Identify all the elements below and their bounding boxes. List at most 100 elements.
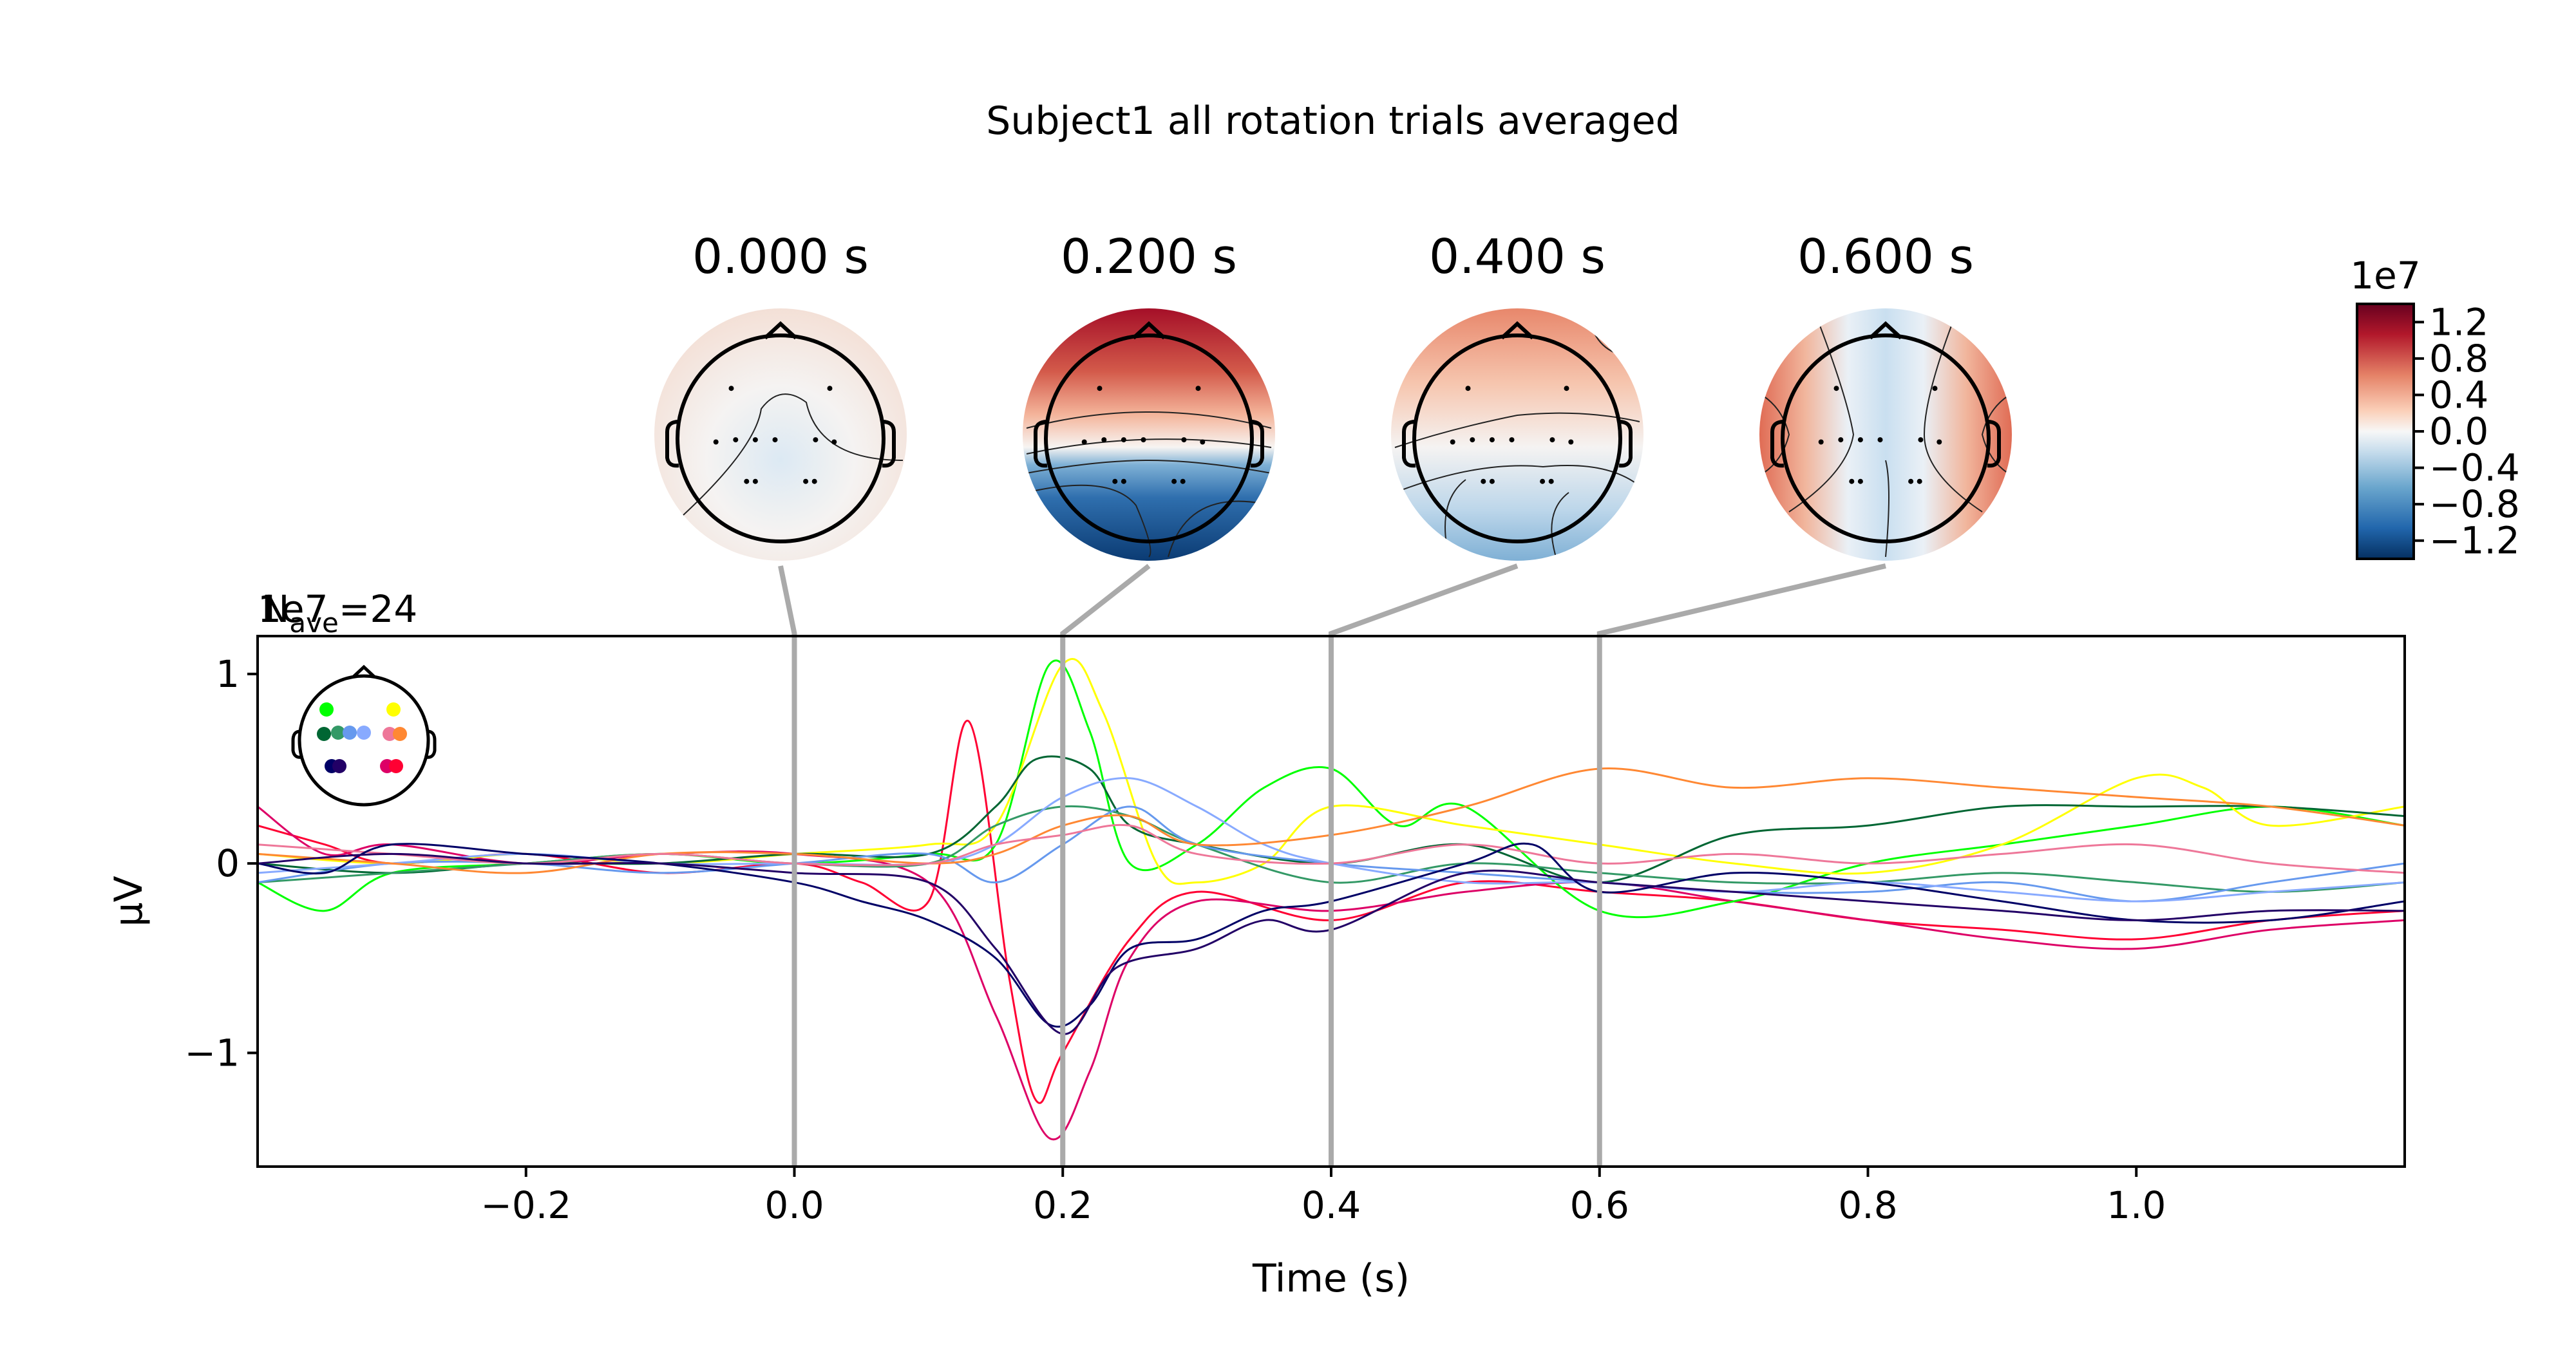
sensor-marker <box>1489 478 1495 484</box>
colorbar-tick-label: −1.2 <box>2429 519 2520 563</box>
head-nose <box>352 664 375 678</box>
x-tick-label: 0.6 <box>1570 1183 1629 1227</box>
figure-title: Subject1 all rotation trials averaged <box>986 99 1680 144</box>
time-marker-connector <box>1596 563 1886 636</box>
sensor-marker <box>1549 437 1555 443</box>
colorbar-tick-label: 0.8 <box>2429 337 2488 380</box>
time-marker-lines <box>791 636 1602 1167</box>
topomap-1 <box>1023 308 1275 561</box>
head-right-ear <box>425 729 437 759</box>
x-axis-label: Time (s) <box>1252 1256 1410 1301</box>
head-right-ear <box>1618 420 1633 468</box>
x-tick-label: 1.0 <box>2107 1183 2166 1227</box>
series-lines <box>258 658 2405 1141</box>
contour-line <box>1788 312 1855 512</box>
head-nose <box>1868 321 1903 340</box>
colorbar-ticks: 1.20.80.40.0−0.4−0.8−1.2 <box>2414 300 2520 563</box>
series-line-1 <box>258 805 2405 1141</box>
sensor-marker <box>1833 386 1839 391</box>
contour-line <box>1551 492 1569 558</box>
sensor-marker <box>831 439 837 445</box>
head-left-ear <box>291 729 303 759</box>
topomap-time-label: 0.200 s <box>1061 229 1237 285</box>
sensor-marker <box>1101 437 1107 443</box>
sensor-marker <box>1180 478 1186 484</box>
sensor-marker <box>1112 478 1118 484</box>
sensor-marker <box>1568 439 1574 445</box>
sensor-marker <box>733 437 739 443</box>
sensor-marker <box>1450 439 1455 445</box>
contour-line <box>1444 479 1466 545</box>
sensor-marker <box>1470 437 1475 443</box>
series-line-11 <box>258 852 2405 1035</box>
sensor-marker <box>1465 386 1471 391</box>
sensor-dot <box>317 727 331 741</box>
series-line-10 <box>258 842 2405 1028</box>
y-tick-label: 1 <box>216 652 240 696</box>
sensor-dot <box>386 702 401 717</box>
sensor-marker <box>1540 478 1546 484</box>
topomaps: 0.000 s 0.200 s 0.400 s 0.600 s <box>654 229 2012 561</box>
head-right-ear <box>1250 420 1264 468</box>
sensor-marker <box>1171 478 1177 484</box>
series-line-3 <box>258 658 2405 885</box>
sensor-dot <box>357 726 371 740</box>
time-marker-connector <box>1329 563 1519 636</box>
sensor-marker <box>772 437 778 443</box>
colorbar-tick-label: 0.0 <box>2429 409 2488 453</box>
sensor-marker <box>1081 439 1087 445</box>
sensor-marker <box>811 478 817 484</box>
head-right-ear <box>882 420 896 468</box>
x-tick-label: 0.8 <box>1838 1183 1897 1227</box>
sensor-dot <box>319 702 334 717</box>
contour-line <box>658 393 904 538</box>
contour-line <box>1923 312 1983 512</box>
sensor-marker <box>1548 478 1554 484</box>
topomap-field <box>1023 308 1275 561</box>
colorbar: 1e7 1.20.80.40.0−0.4−0.8−1.2 <box>2350 254 2520 563</box>
topomap-contours <box>1026 411 1272 558</box>
head-right-ear <box>1987 420 2001 468</box>
sensor-marker <box>1937 439 1942 445</box>
head-left-ear <box>1034 420 1048 468</box>
y-axis-label: µV <box>106 876 151 926</box>
sensor-marker <box>803 478 809 484</box>
x-tick-label: 0.2 <box>1033 1183 1092 1227</box>
nave-label: Nave=24 <box>261 587 417 639</box>
head-outline <box>1781 333 1991 543</box>
sensor-marker <box>1917 478 1922 484</box>
head-nose <box>1500 321 1535 340</box>
sensor-marker <box>1932 386 1938 391</box>
contour-line <box>1026 438 1272 455</box>
colorbar-tick-label: −0.4 <box>2429 446 2520 490</box>
topomap-time-label: 0.600 s <box>1797 229 1974 285</box>
sensor-marker <box>813 437 819 443</box>
sensor-marker <box>1121 478 1126 484</box>
head-nose <box>1132 321 1166 340</box>
sensor-marker <box>752 437 758 443</box>
head-left-ear <box>665 420 679 468</box>
sensor-marker <box>1838 437 1844 443</box>
sensor-dot <box>383 727 397 741</box>
sensor-marker <box>1481 478 1486 484</box>
sensor-marker <box>1200 439 1206 445</box>
head-outline <box>1412 333 1622 543</box>
series-line-9 <box>258 823 2405 874</box>
contour-line <box>1026 411 1272 429</box>
time-marker-connector <box>778 565 797 636</box>
time-marker-connector <box>1060 563 1151 636</box>
sensor-marker <box>1877 437 1883 443</box>
sensor-marker <box>1097 386 1103 391</box>
colorbar-tick-label: 0.4 <box>2429 373 2488 417</box>
topomap-field <box>1391 308 1643 561</box>
sensor-dot <box>389 759 403 773</box>
x-tick-label: −0.2 <box>480 1183 571 1227</box>
sensor-dot <box>343 726 357 740</box>
topomap-0 <box>654 308 907 561</box>
sensor-marker <box>1141 437 1146 443</box>
sensor-marker <box>752 478 758 484</box>
sensor-dot <box>331 726 345 740</box>
x-tick-label: 0.4 <box>1302 1183 1361 1227</box>
sensor-marker <box>1908 478 1914 484</box>
